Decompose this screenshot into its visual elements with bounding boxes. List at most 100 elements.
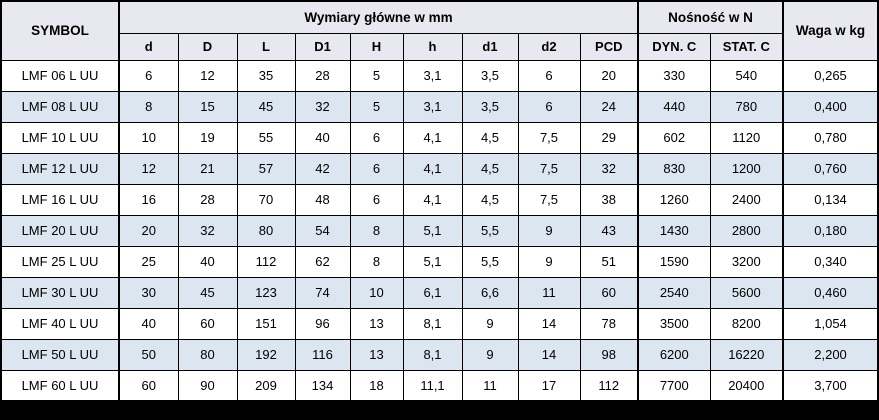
table-row: LMF 06 L UU 6 12 35 28 5 3,1 3,5 6 20 330 540 0,265 <box>0 59 879 92</box>
value-cell: 1120 <box>709 121 784 154</box>
symbol-cell: LMF 50 L UU <box>0 338 120 371</box>
value-cell: 32 <box>294 90 351 123</box>
value-cell: 7,5 <box>517 183 581 216</box>
value-cell: 60 <box>118 369 179 402</box>
value-cell: 16 <box>118 183 179 216</box>
value-cell: 80 <box>236 214 296 247</box>
table-row: LMF 50 L UU 50 80 192 116 13 8,1 9 14 98 6200 16220… <box>0 338 879 371</box>
value-cell: 13 <box>349 307 404 340</box>
value-cell: 28 <box>177 183 238 216</box>
value-cell: 7,5 <box>517 152 581 185</box>
value-cell: 0,340 <box>782 245 879 278</box>
value-cell: 51 <box>579 245 639 278</box>
value-cell: 3200 <box>709 245 784 278</box>
value-cell: 32 <box>579 152 639 185</box>
table-row: LMF 25 L UU 25 40 112 62 8 5,1 5,5 9 51 1590 3200 0,… <box>0 245 879 278</box>
value-cell: 9 <box>461 307 519 340</box>
column-header-d1: D1 <box>294 32 351 61</box>
column-header-stat-c: STAT. C <box>709 32 785 61</box>
column-header-d2: d2 <box>517 32 581 61</box>
value-cell: 80 <box>177 338 238 371</box>
column-header-d1: d1 <box>461 32 519 61</box>
value-cell: 13 <box>349 338 404 371</box>
header-group-row: SYMBOL Wymiary główne w mm Nośność w N W… <box>0 0 879 61</box>
value-cell: 6,6 <box>461 276 519 309</box>
value-cell: 70 <box>236 183 296 216</box>
table-row: LMF 60 L UU 60 90 209 134 18 11,1 11 17 112 7700 20… <box>0 369 879 402</box>
value-cell: 78 <box>579 307 639 340</box>
value-cell: 60 <box>579 276 639 309</box>
symbol-cell: LMF 40 L UU <box>0 307 120 340</box>
value-cell: 20 <box>579 59 639 92</box>
table-row: LMF 12 L UU 12 21 57 42 6 4,1 4,5 7,5 32 830 1200 0,… <box>0 152 879 185</box>
value-cell: 1430 <box>637 214 711 247</box>
symbol-cell: LMF 60 L UU <box>0 369 120 402</box>
value-cell: 7,5 <box>517 121 581 154</box>
value-cell: 0,760 <box>782 152 879 185</box>
value-cell: 5,1 <box>402 245 463 278</box>
value-cell: 5,5 <box>461 214 519 247</box>
value-cell: 11 <box>517 276 581 309</box>
value-cell: 96 <box>294 307 351 340</box>
value-cell: 98 <box>579 338 639 371</box>
value-cell: 90 <box>177 369 238 402</box>
value-cell: 3500 <box>637 307 711 340</box>
value-cell: 57 <box>236 152 296 185</box>
value-cell: 4,5 <box>461 183 519 216</box>
table-row: LMF 10 L UU 10 19 55 40 6 4,1 4,5 7,5 29 602 1120 0,… <box>0 121 879 154</box>
value-cell: 116 <box>294 338 351 371</box>
value-cell: 5 <box>349 90 404 123</box>
value-cell: 6200 <box>637 338 711 371</box>
value-cell: 30 <box>118 276 179 309</box>
header-group-dimensions: Wymiary główne w mm <box>118 0 640 34</box>
value-cell: 32 <box>177 214 238 247</box>
spec-table: SYMBOL Wymiary główne w mm Nośność w N W… <box>0 0 879 402</box>
value-cell: 540 <box>709 59 784 92</box>
value-cell: 8 <box>118 90 179 123</box>
table-row: LMF 30 L UU 30 45 123 74 10 6,1 6,6 11 60 2540 5600… <box>0 276 879 309</box>
value-cell: 7700 <box>637 369 711 402</box>
value-cell: 45 <box>236 90 296 123</box>
value-cell: 8,1 <box>402 338 463 371</box>
value-cell: 11 <box>461 369 519 402</box>
value-cell: 14 <box>517 307 581 340</box>
value-cell: 1590 <box>637 245 711 278</box>
value-cell: 151 <box>236 307 296 340</box>
value-cell: 60 <box>177 307 238 340</box>
value-cell: 123 <box>236 276 296 309</box>
value-cell: 48 <box>294 183 351 216</box>
value-cell: 3,1 <box>402 90 463 123</box>
value-cell: 5,1 <box>402 214 463 247</box>
value-cell: 440 <box>637 90 711 123</box>
value-cell: 6 <box>517 90 581 123</box>
value-cell: 5,5 <box>461 245 519 278</box>
value-cell: 780 <box>709 90 784 123</box>
bottom-border-bar <box>0 402 879 420</box>
symbol-cell: LMF 10 L UU <box>0 121 120 154</box>
value-cell: 6 <box>517 59 581 92</box>
value-cell: 74 <box>294 276 351 309</box>
value-cell: 45 <box>177 276 238 309</box>
value-cell: 6 <box>349 183 404 216</box>
value-cell: 17 <box>517 369 581 402</box>
value-cell: 6 <box>349 121 404 154</box>
value-cell: 12 <box>118 152 179 185</box>
column-header-h: H <box>349 32 404 61</box>
value-cell: 8200 <box>709 307 784 340</box>
table-row: LMF 40 L UU 40 60 151 96 13 8,1 9 14 78 3500 8200 1,… <box>0 307 879 340</box>
value-cell: 2800 <box>709 214 784 247</box>
value-cell: 1200 <box>709 152 784 185</box>
symbol-cell: LMF 06 L UU <box>0 59 120 92</box>
value-cell: 1,054 <box>782 307 879 340</box>
value-cell: 43 <box>579 214 639 247</box>
value-cell: 40 <box>177 245 238 278</box>
value-cell: 1260 <box>637 183 711 216</box>
value-cell: 28 <box>294 59 351 92</box>
value-cell: 5600 <box>709 276 784 309</box>
value-cell: 8 <box>349 214 404 247</box>
value-cell: 19 <box>177 121 238 154</box>
value-cell: 6 <box>118 59 179 92</box>
value-cell: 12 <box>177 59 238 92</box>
value-cell: 8 <box>349 245 404 278</box>
